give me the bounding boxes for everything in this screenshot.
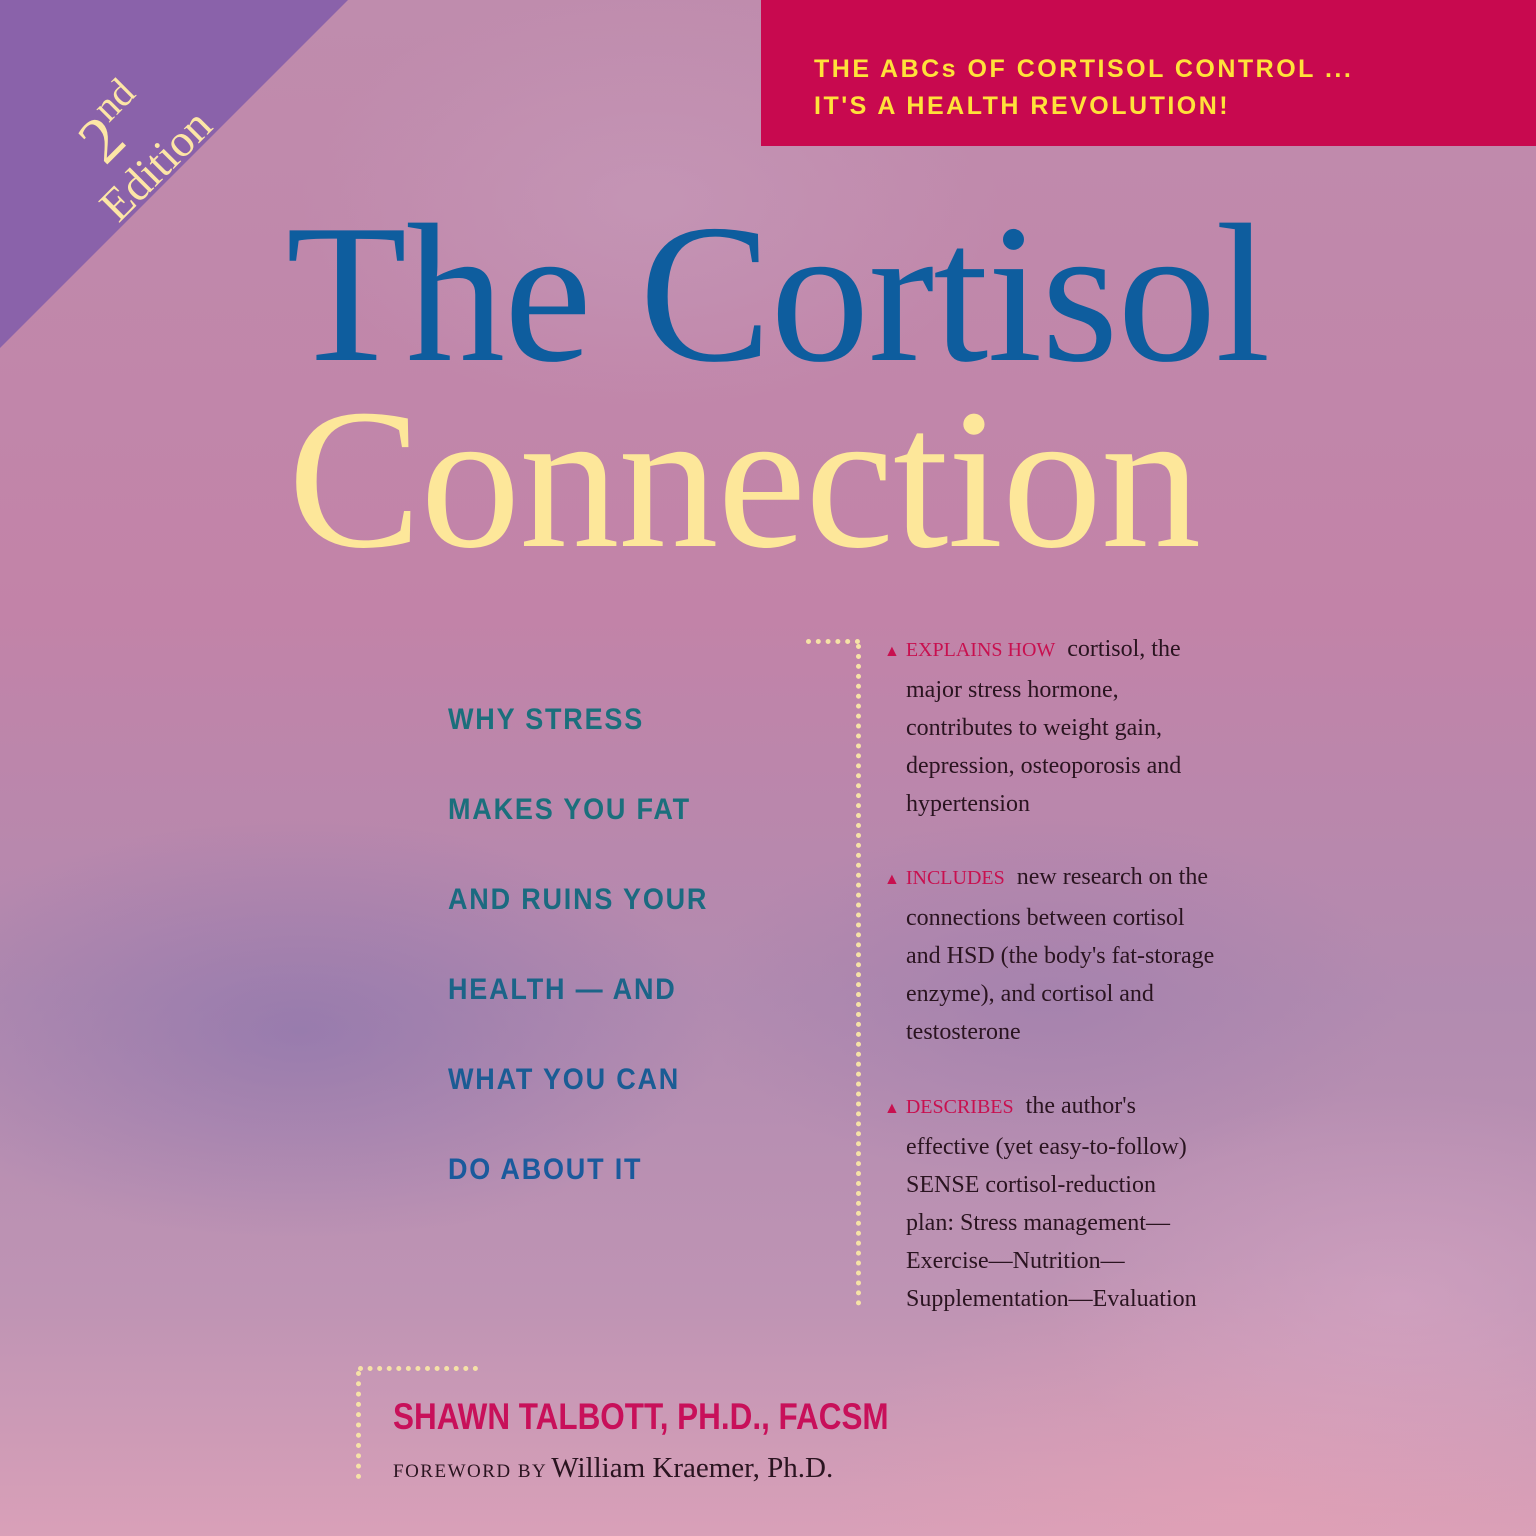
bullet-text: major stress hormone, <box>906 677 1119 703</box>
triangle-bullet-icon: ▲ <box>884 1100 900 1117</box>
bullet-text: connections between cortisol <box>906 905 1185 931</box>
dotted-rule <box>356 1371 361 1479</box>
bullet-text: contributes to weight gain, <box>906 715 1162 741</box>
tagline-line: DO ABOUT IT <box>448 1153 643 1186</box>
bullet-item: ▲ INCLUDES new research on the connection… <box>884 858 1214 1051</box>
bullet-text: testosterone <box>906 1019 1021 1045</box>
bullet-text: Supplementation—Evaluation <box>906 1286 1197 1312</box>
bullet-text: Exercise—Nutrition— <box>906 1248 1125 1274</box>
bullet-text: hypertension <box>906 791 1030 817</box>
bullet-text: and HSD (the body's fat-storage <box>906 943 1215 969</box>
dotted-rule <box>806 639 860 644</box>
bullet-lead: EXPLAINS HOW <box>905 639 1056 661</box>
bullet-text: new research on the <box>1016 864 1208 890</box>
foreword-name: William Kraemer, Ph.D. <box>551 1452 834 1484</box>
dotted-rule <box>856 644 861 1306</box>
bullet-item: ▲ DESCRIBES the author's effective (yet e… <box>884 1087 1197 1318</box>
triangle-bullet-icon: ▲ <box>884 643 900 660</box>
bullet-text: SENSE cortisol-reduction <box>906 1172 1156 1198</box>
banner-line: IT'S A HEALTH REVOLUTION! <box>814 92 1231 120</box>
bullet-text: plan: Stress management— <box>906 1210 1170 1236</box>
tagline-line: WHY STRESS <box>448 703 645 736</box>
bullet-lead: DESCRIBES <box>905 1096 1014 1118</box>
banner-line: THE ABCs OF CORTISOL CONTROL ... <box>814 55 1354 83</box>
author-name: SHAWN TALBOTT, PH.D., FACSM <box>393 1396 889 1437</box>
tagline-line: MAKES YOU FAT <box>448 793 691 826</box>
bullet-text: enzyme), and cortisol and <box>906 981 1154 1007</box>
title-line-2: Connection <box>288 369 1201 590</box>
bullet-text: cortisol, the <box>1067 636 1181 662</box>
triangle-bullet-icon: ▲ <box>884 871 900 888</box>
tagline-line: WHAT YOU CAN <box>448 1063 681 1096</box>
bullet-text: the author's <box>1025 1093 1136 1119</box>
bullet-text: effective (yet easy-to-follow) <box>906 1134 1187 1160</box>
tagline-line: HEALTH — AND <box>448 973 677 1006</box>
dotted-rule <box>358 1366 478 1371</box>
bullet-lead: INCLUDES <box>905 867 1005 889</box>
foreword-label: FOREWORD BY <box>393 1461 548 1482</box>
bullet-text: depression, osteoporosis and <box>906 753 1182 779</box>
title-line-1: The Cortisol <box>286 184 1270 403</box>
promo-banner: THE ABCs OF CORTISOL CONTROL ... IT'S A … <box>761 0 1536 146</box>
bullet-item: ▲ EXPLAINS HOW cortisol, the major stress… <box>884 630 1181 823</box>
foreword-credit: FOREWORD BY William Kraemer, Ph.D. <box>393 1452 833 1485</box>
tagline-line: AND RUINS YOUR <box>448 883 709 916</box>
